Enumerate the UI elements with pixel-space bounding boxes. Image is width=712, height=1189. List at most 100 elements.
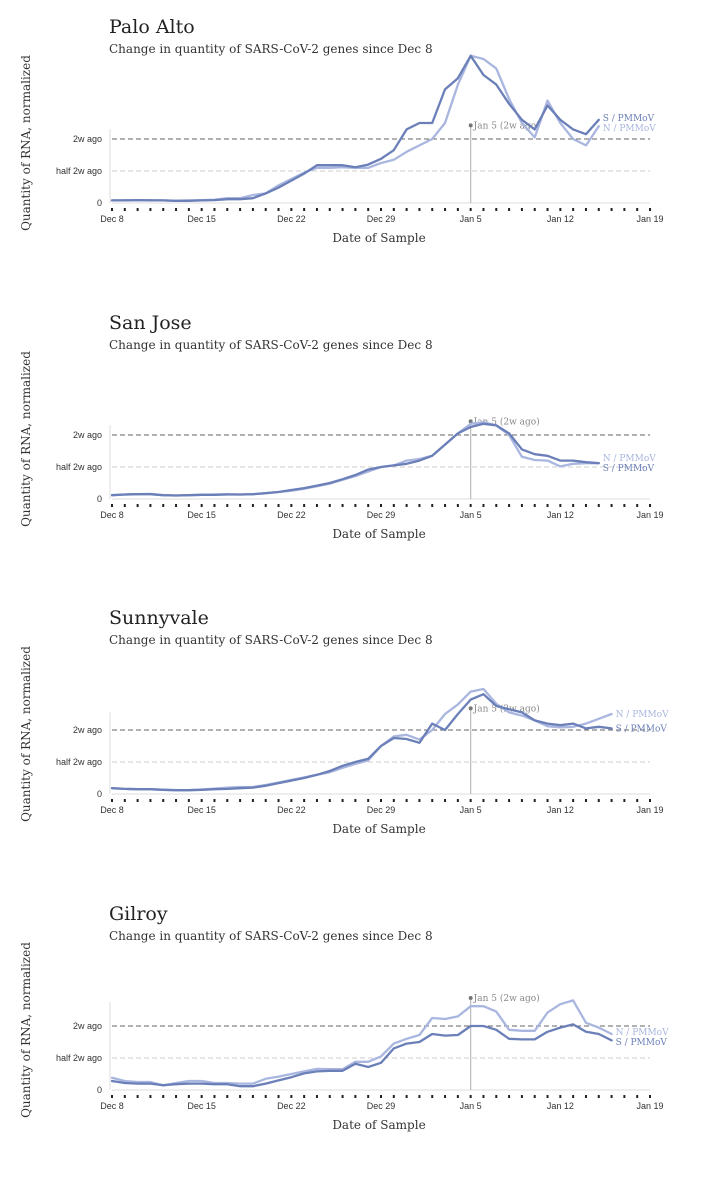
x-day-tick [149, 208, 152, 211]
x-day-tick [559, 208, 562, 211]
x-day-tick [392, 799, 395, 802]
x-day-tick [251, 208, 254, 211]
x-tick-label: Dec 29 [367, 214, 396, 224]
x-day-tick [200, 208, 203, 211]
x-day-tick [508, 208, 511, 211]
x-day-tick [200, 799, 203, 802]
x-day-tick [341, 799, 344, 802]
x-tick-label: Dec 22 [277, 510, 306, 520]
y-tick-label: 2w ago [73, 1021, 102, 1031]
x-day-tick [175, 1095, 178, 1098]
x-day-tick [341, 504, 344, 507]
x-day-tick [418, 1095, 421, 1098]
chart-title: Sunnyvale [109, 607, 209, 629]
x-day-tick [149, 799, 152, 802]
x-day-tick [469, 1095, 472, 1098]
x-day-tick [251, 1095, 254, 1098]
x-day-tick [111, 799, 113, 802]
x-day-tick [572, 799, 575, 802]
x-day-tick [226, 504, 229, 507]
y-tick-label: 0 [97, 1085, 102, 1095]
x-day-tick [546, 799, 549, 802]
x-day-tick [418, 799, 421, 802]
x-day-tick [392, 1095, 395, 1098]
x-day-tick [469, 504, 472, 507]
x-day-tick [636, 1095, 639, 1098]
x-day-tick [354, 208, 357, 211]
x-day-tick [520, 1095, 523, 1098]
x-day-tick [136, 1095, 139, 1098]
date-marker-label: Jan 5 (2w ago) [473, 120, 540, 131]
x-day-tick [123, 799, 126, 802]
x-day-tick [431, 1095, 434, 1098]
x-day-tick [213, 1095, 216, 1098]
x-day-tick [482, 799, 485, 802]
x-day-tick [636, 208, 639, 211]
x-day-tick [251, 504, 254, 507]
x-day-tick [264, 504, 267, 507]
date-marker-dot [468, 419, 473, 424]
x-day-tick [303, 208, 306, 211]
x-day-tick [469, 799, 472, 802]
x-tick-label: Dec 15 [187, 805, 216, 815]
x-tick-label: Jan 12 [547, 510, 574, 520]
x-tick-label: Jan 5 [460, 805, 482, 815]
x-day-tick [520, 504, 523, 507]
x-day-tick [239, 208, 242, 211]
x-tick-label: Dec 8 [100, 1101, 124, 1111]
y-axis-title: Quantity of RNA, normalized [19, 942, 33, 1118]
y-tick-label: 0 [97, 789, 102, 799]
series-line-n [110, 54, 600, 202]
x-day-tick [405, 799, 408, 802]
x-tick-label: Dec 29 [367, 1101, 396, 1111]
x-day-tick [444, 504, 447, 507]
x-day-tick [136, 799, 139, 802]
x-day-tick [559, 799, 562, 802]
date-marker-dot [468, 123, 473, 128]
x-day-tick [482, 208, 485, 211]
x-day-tick [431, 208, 434, 211]
chart-title: Gilroy [109, 903, 168, 925]
x-day-tick [444, 799, 447, 802]
x-day-tick [136, 208, 139, 211]
x-day-tick [610, 504, 613, 507]
x-tick-label: Dec 22 [277, 214, 306, 224]
x-day-tick [123, 504, 126, 507]
line-chart: 0 half 2w ago 2w ago Dec 8 Dec 15 Dec 22 Dec 2… [19, 54, 664, 245]
x-day-tick [520, 799, 523, 802]
x-day-tick [405, 1095, 408, 1098]
x-day-tick [123, 1095, 126, 1098]
x-day-tick [213, 504, 216, 507]
x-day-tick [175, 208, 178, 211]
x-day-tick [239, 799, 242, 802]
x-day-tick [444, 1095, 447, 1098]
x-day-tick [482, 504, 485, 507]
x-day-tick [392, 208, 395, 211]
x-day-tick [623, 208, 626, 211]
series-end-label: N / PMMoV [616, 710, 670, 720]
chart-panel-sunnyvale: Sunnyvale Change in quantity of SARS-CoV… [0, 607, 712, 893]
series-line-s [110, 693, 613, 792]
x-tick-label: Jan 5 [460, 510, 482, 520]
x-day-tick [315, 799, 318, 802]
series-line-s [110, 422, 600, 497]
y-axis-title: Quantity of RNA, normalized [19, 351, 33, 527]
x-day-tick [290, 799, 293, 802]
x-tick-label: Jan 19 [636, 510, 663, 520]
y-tick-label: half 2w ago [56, 166, 102, 176]
date-marker-label: Jan 5 (2w ago) [473, 993, 540, 1004]
x-day-tick [456, 208, 459, 211]
x-day-tick [597, 208, 600, 211]
y-tick-label: 2w ago [73, 134, 102, 144]
x-day-tick [649, 504, 651, 507]
y-tick-label: half 2w ago [56, 462, 102, 472]
x-day-tick [290, 208, 293, 211]
chart-panel-gilroy: Gilroy Change in quantity of SARS-CoV-2 … [0, 903, 712, 1189]
date-marker-dot [468, 996, 473, 1000]
x-tick-label: Dec 22 [277, 1101, 306, 1111]
x-day-tick [367, 799, 370, 802]
x-day-tick [354, 1095, 357, 1098]
x-day-tick [533, 504, 536, 507]
x-day-tick [456, 504, 459, 507]
x-day-tick [559, 504, 562, 507]
